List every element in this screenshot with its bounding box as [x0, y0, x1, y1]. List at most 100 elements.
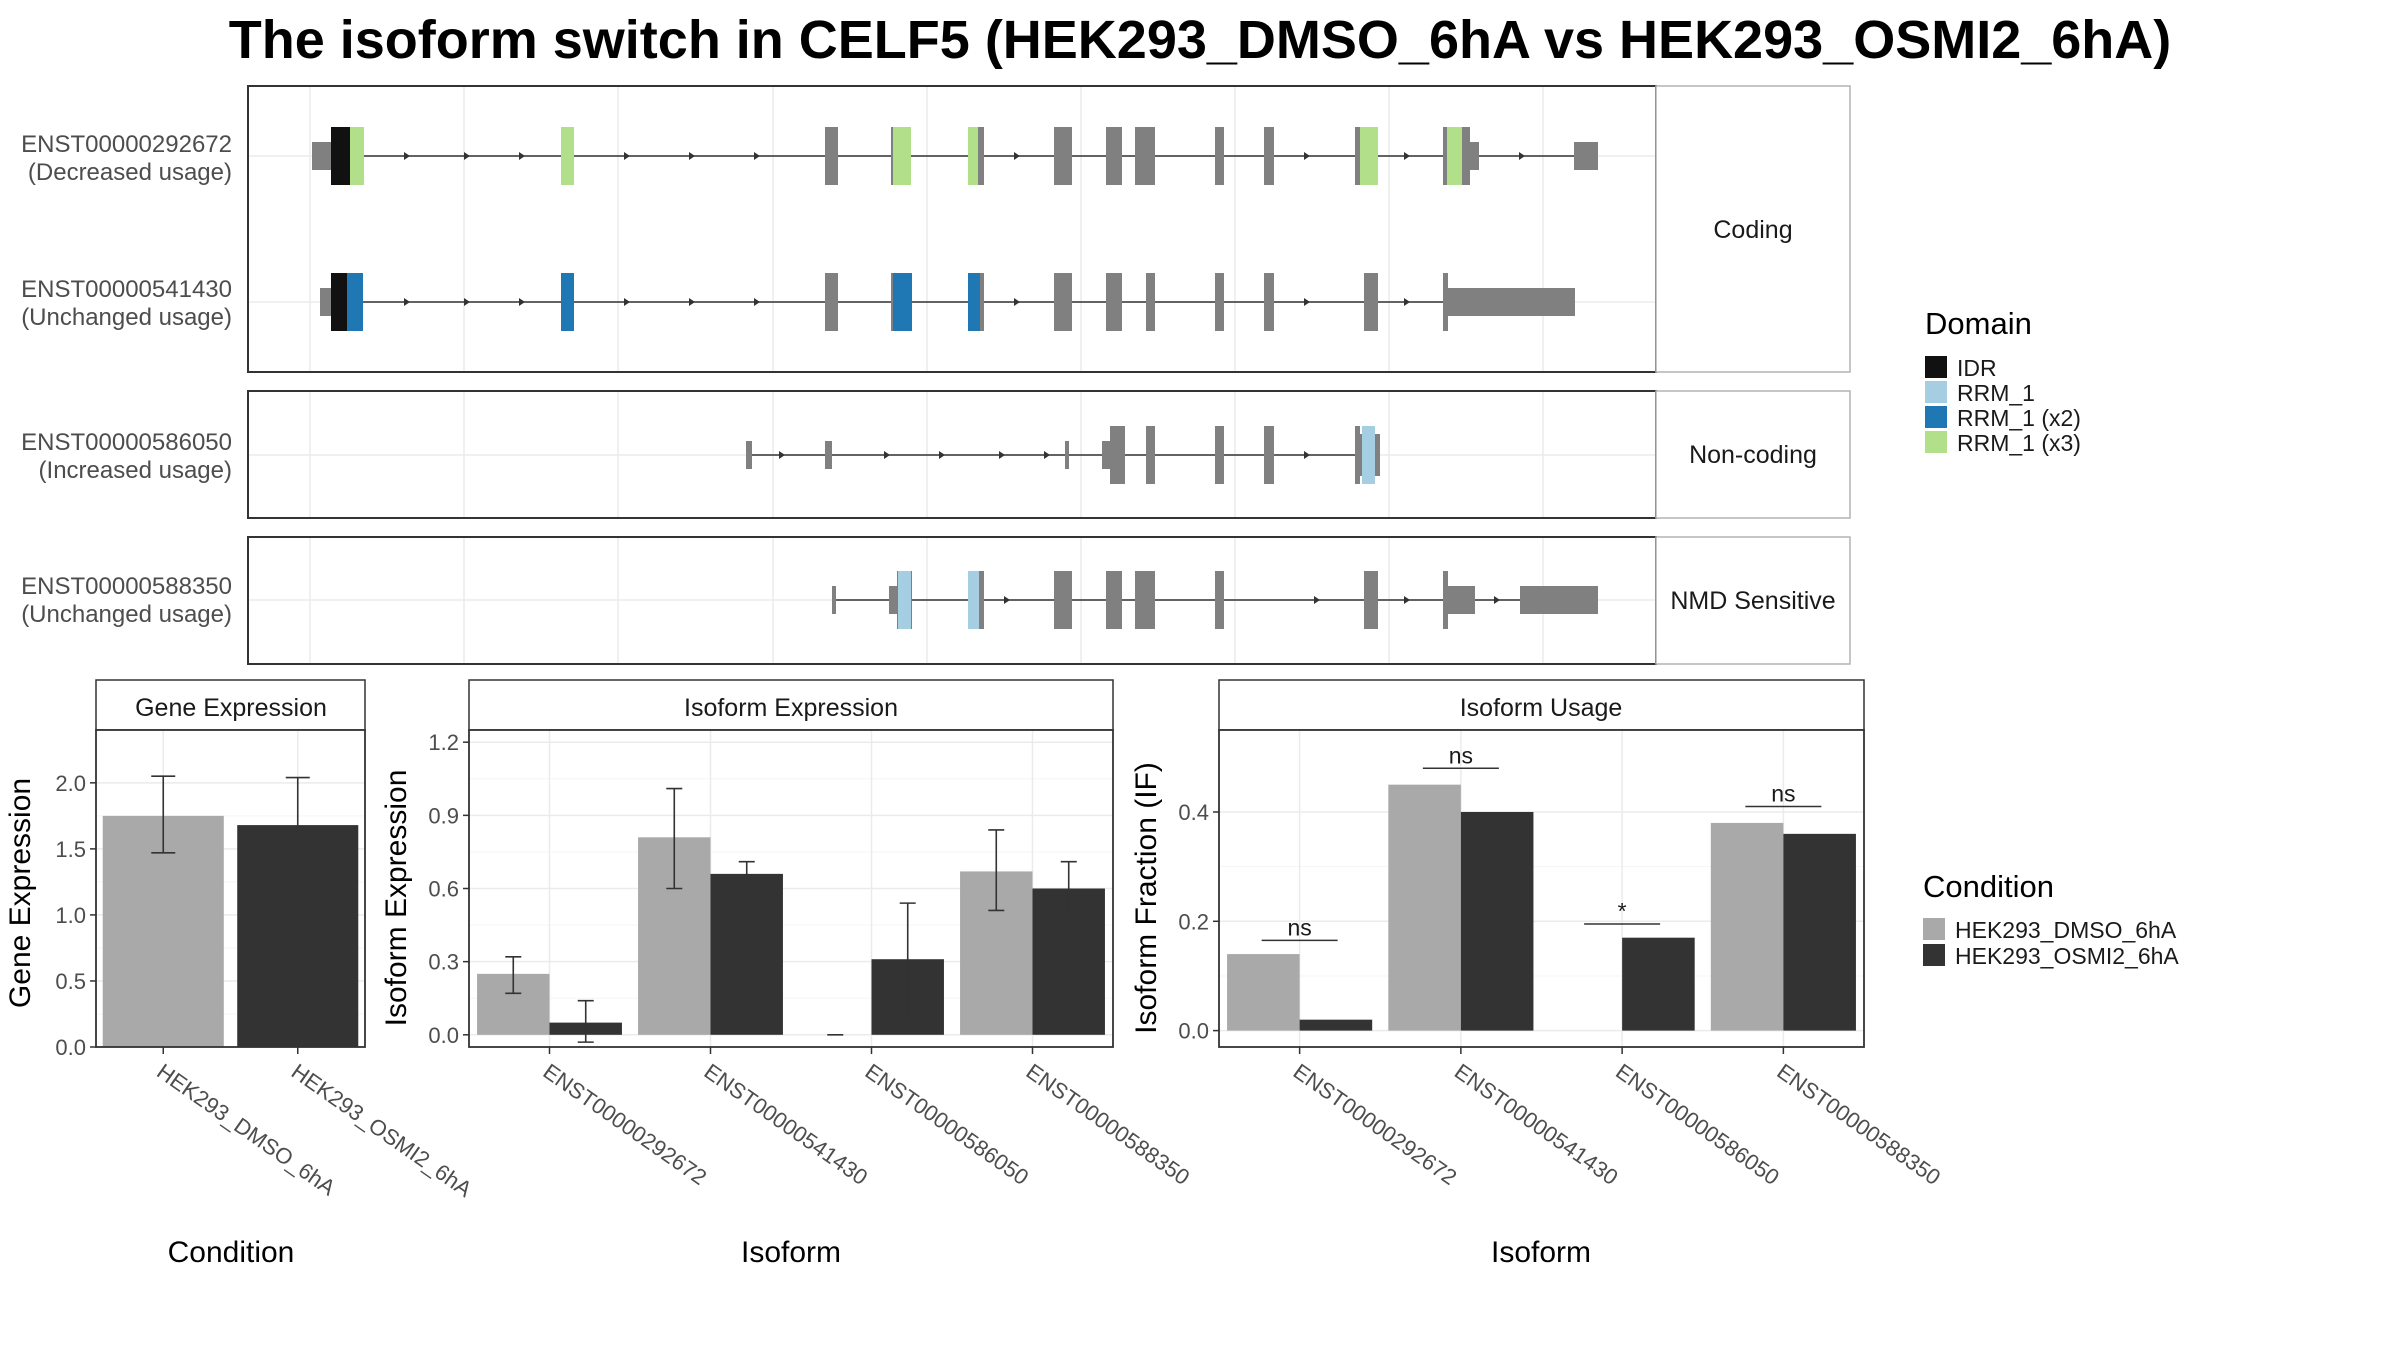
transcript-tracks [312, 127, 1598, 629]
strand-arrow [1404, 152, 1410, 160]
strand-arrow [1304, 298, 1310, 306]
exon [312, 142, 331, 170]
legend-swatch-dmso [1923, 918, 1945, 940]
structure-panel-coding [247, 85, 1657, 373]
domain-rrm-1-x2 [893, 273, 912, 331]
domain-rrm-1-x3 [350, 127, 364, 185]
panel-border [95, 729, 366, 1048]
y-tick-label: 0.0 [428, 1023, 459, 1048]
y-tick-label: 1.2 [428, 730, 459, 755]
domain-rrm-1 [1362, 426, 1375, 484]
y-tick-label: 0.4 [1178, 800, 1209, 825]
transcript-track-3 [746, 426, 1380, 484]
domain-idr [331, 273, 347, 331]
legend-label-rrm1-x3: RRM_1 (x3) [1957, 430, 2081, 456]
exon [1054, 127, 1072, 185]
exon [1215, 571, 1224, 629]
strand-arrow [1044, 451, 1050, 459]
transcript-structure-plot: Coding Non-coding NMD Sensitive ENST0000… [21, 85, 1851, 665]
strand-arrow [464, 152, 470, 160]
exon [832, 586, 836, 614]
transcript-track-1 [312, 127, 1598, 185]
bar [1460, 811, 1534, 1031]
exon [1264, 273, 1274, 331]
x-tick-label: ENST00000292672 [1289, 1059, 1462, 1190]
gene-expression-title: Gene Expression [135, 694, 327, 722]
strand-arrow [624, 298, 630, 306]
exon [1443, 273, 1448, 331]
x-tick-label: ENST00000586050 [1611, 1059, 1784, 1190]
legend-swatch-rrm1-x2 [1925, 406, 1947, 428]
exon [1135, 571, 1155, 629]
legend-label-osmi: HEK293_OSMI2_6hA [1955, 943, 2179, 969]
y-tick-label: 2.0 [55, 771, 86, 796]
isoform-expression-xlabel: Isoform [741, 1236, 841, 1269]
strand-arrow [404, 298, 410, 306]
strand-arrow [624, 152, 630, 160]
strand-arrow [1014, 298, 1020, 306]
exon [1215, 426, 1224, 484]
domain-legend: Domain IDR RRM_1 RRM_1 (x2) RRM_1 (x3) [1925, 306, 2081, 456]
strip-label-noncoding: Non-coding [1689, 441, 1817, 469]
y-tick-label: 1.0 [55, 903, 86, 928]
transcript-id-3: ENST00000586050 [21, 429, 232, 456]
legend-label-rrm1: RRM_1 [1957, 380, 2035, 406]
bar [1299, 1019, 1373, 1031]
isoform-expression-ylabel: Isoform Expression [380, 770, 413, 1027]
exon [1215, 127, 1224, 185]
x-tick-label: ENST00000292672 [539, 1059, 712, 1190]
panel-strip [95, 679, 366, 731]
isoform-usage-chart: 0.00.20.4ENST00000292672ENST00000541430E… [1130, 679, 1945, 1269]
significance-label: ns [1449, 742, 1473, 768]
exon [1264, 426, 1274, 484]
exon [1106, 127, 1122, 185]
strand-arrow [689, 152, 695, 160]
panel-border [1218, 729, 1865, 1048]
strand-arrow [1304, 451, 1310, 459]
domain-rrm-1-x2 [561, 273, 574, 331]
y-tick-label: 0.5 [55, 969, 86, 994]
transcript-track-4 [832, 571, 1598, 629]
bar [1710, 822, 1784, 1031]
figure-title: The isoform switch in CELF5 (HEK293_DMSO… [229, 10, 2172, 70]
exon [1146, 426, 1155, 484]
strip-label-coding: Coding [1713, 216, 1792, 244]
exon [1110, 426, 1125, 484]
strand-arrow [464, 298, 470, 306]
y-tick-label: 0.9 [428, 803, 459, 828]
bar [1622, 937, 1695, 1031]
strand-arrow [754, 152, 760, 160]
domain-rrm-1-x3 [893, 127, 911, 185]
exon [1443, 571, 1448, 629]
domain-rrm-1-x3 [968, 127, 978, 185]
strand-arrow [1494, 596, 1500, 604]
domain-rrm-1-x2 [968, 273, 980, 331]
legend-swatch-rrm1 [1925, 381, 1947, 403]
strand-arrow [519, 298, 525, 306]
domain-legend-title: Domain [1925, 306, 2032, 341]
exon [1106, 273, 1122, 331]
exon [746, 441, 752, 469]
gene-expression-xlabel: Condition [168, 1236, 295, 1269]
legend-swatch-osmi [1923, 944, 1945, 966]
exon [1355, 426, 1360, 484]
strand-arrow [939, 451, 945, 459]
exon [1102, 441, 1110, 469]
strand-arrow [1314, 596, 1320, 604]
exon [1364, 273, 1378, 331]
y-tick-label: 0.6 [428, 877, 459, 902]
bar [710, 873, 783, 1035]
bar [1227, 954, 1300, 1031]
y-tick-label: 0.3 [428, 950, 459, 975]
exon [1470, 142, 1479, 170]
panel-strip [1218, 679, 1865, 731]
domain-rrm-1-x3 [1447, 127, 1462, 185]
strip-label-nmd: NMD Sensitive [1670, 587, 1835, 615]
transcript-track-2 [320, 273, 1575, 331]
transcript-usage-3: (Increased usage) [39, 457, 232, 484]
significance-label: * [1618, 898, 1627, 924]
strand-arrow [404, 152, 410, 160]
exon [1448, 586, 1475, 614]
exon [1106, 571, 1122, 629]
condition-legend-title: Condition [1923, 869, 2054, 904]
